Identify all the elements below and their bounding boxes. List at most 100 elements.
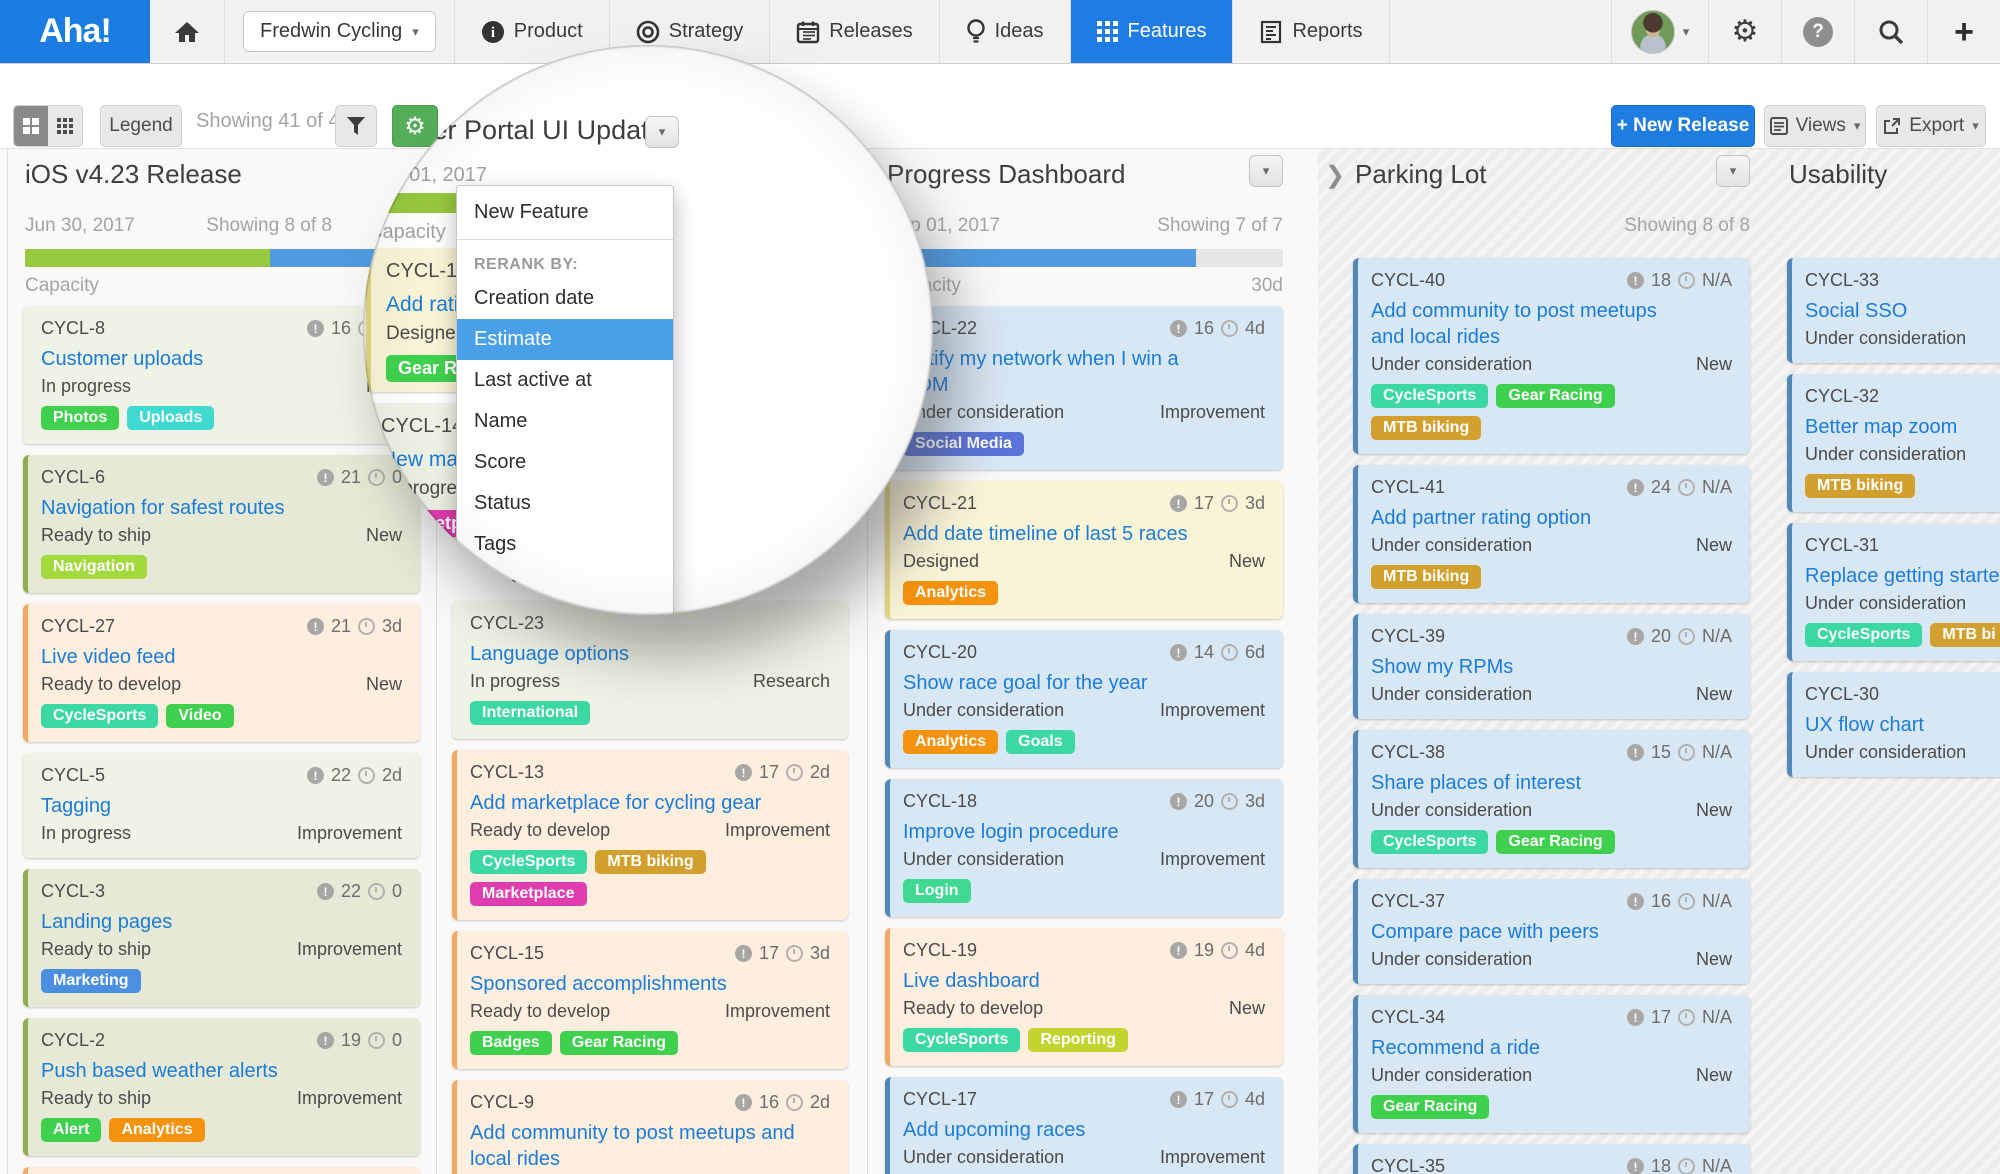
tag[interactable]: MTB biking bbox=[1371, 416, 1482, 440]
tag[interactable]: CycleSports bbox=[903, 1028, 1021, 1052]
menu-item-tags[interactable]: Tags bbox=[474, 533, 517, 555]
column-menu-button[interactable]: ▾ bbox=[1716, 155, 1750, 187]
tag[interactable]: CycleSports bbox=[470, 850, 588, 874]
feature-card[interactable]: CYCL-3 ! 22 0 Landing pages Ready to ship I… bbox=[23, 869, 420, 1007]
collapse-chevron-icon[interactable]: ❯ bbox=[1325, 162, 1346, 189]
card-title-link[interactable]: Landing pages bbox=[41, 911, 173, 933]
card-title-link[interactable]: Add community to post meetups and local … bbox=[1371, 300, 1657, 348]
tag[interactable]: CycleSports bbox=[41, 704, 159, 728]
feature-card[interactable]: CYCL-35 !18N/A Support local bike shops … bbox=[1353, 1144, 1750, 1174]
feature-card[interactable]: CYCL-18 ! 20 3d Improve login procedure Un… bbox=[885, 779, 1283, 917]
card-title-link[interactable]: Improve login procedure bbox=[903, 821, 1119, 843]
tag[interactable]: Social Media bbox=[903, 432, 1024, 456]
export-button[interactable]: Export ▾ bbox=[1876, 105, 1986, 147]
card-title-link[interactable]: Customer uploads bbox=[41, 348, 204, 370]
filter-button[interactable] bbox=[335, 105, 377, 147]
tag[interactable]: Gear Racing bbox=[1496, 384, 1615, 408]
tag[interactable]: Badges bbox=[470, 1031, 552, 1055]
feature-card[interactable]: CYCL-17 ! 17 4d Add upcoming races Under c… bbox=[885, 1077, 1283, 1174]
tag[interactable]: Goals bbox=[1006, 730, 1075, 754]
tag[interactable]: Login bbox=[903, 879, 971, 903]
menu-item-creation-date[interactable]: Creation date bbox=[474, 287, 595, 309]
card-title-link[interactable]: Show my RPMs bbox=[1371, 656, 1514, 678]
tag[interactable]: Analytics bbox=[903, 730, 999, 754]
card-title-link[interactable]: Add marketplace for cycling gear bbox=[470, 792, 762, 814]
tag[interactable]: MTB biking bbox=[1805, 474, 1916, 498]
feature-card[interactable]: CYCL-30 UX flow chart Under consideratio… bbox=[1787, 672, 2000, 777]
board-settings-button[interactable]: ⚙ bbox=[392, 105, 438, 147]
card-title-link[interactable]: Add upcoming races bbox=[903, 1119, 1086, 1141]
card-title-link[interactable]: Add partner rating option bbox=[1371, 507, 1592, 529]
tag[interactable]: Video bbox=[166, 704, 234, 728]
tag[interactable]: Gear Racing bbox=[559, 1031, 679, 1055]
compact-view-button[interactable] bbox=[48, 106, 82, 146]
tag[interactable]: MTB biking bbox=[595, 850, 706, 874]
search-button[interactable] bbox=[1854, 0, 1927, 63]
card-title-link[interactable]: Add date timeline of last 5 races bbox=[903, 523, 1188, 545]
menu-item-status[interactable]: Status bbox=[474, 492, 531, 514]
nav-item-reports[interactable]: Reports bbox=[1233, 0, 1390, 63]
card-title-link[interactable]: Social SSO bbox=[1805, 300, 1908, 322]
views-button[interactable]: Views ▾ bbox=[1764, 105, 1866, 147]
tag[interactable]: Analytics bbox=[903, 581, 999, 605]
tag[interactable]: MTB bi bbox=[1930, 623, 2000, 647]
nav-item-strategy[interactable]: Strategy bbox=[610, 0, 771, 63]
card-title-link[interactable]: Notify my network when I win a KOM bbox=[903, 348, 1179, 396]
tag[interactable]: Uploads bbox=[127, 406, 215, 430]
card-title-link[interactable]: Tagging bbox=[41, 795, 112, 817]
menu-item-type[interactable]: Type bbox=[474, 574, 518, 596]
menu-item-estimate[interactable]: Estimate bbox=[457, 319, 673, 360]
feature-card[interactable]: CYCL-32 Better map zoom Under considerat… bbox=[1787, 374, 2000, 512]
card-title-link[interactable]: Live video feed bbox=[41, 646, 176, 668]
card-title-link[interactable]: Push based weather alerts bbox=[41, 1060, 278, 1082]
feature-card[interactable]: CYCL-23 Language options In progress Rese… bbox=[452, 601, 848, 739]
card-title-link[interactable]: Better map zoom bbox=[1805, 416, 1958, 438]
settings-button[interactable]: ⚙ bbox=[1708, 0, 1781, 63]
nav-item-product[interactable]: i Product bbox=[455, 0, 610, 63]
tag[interactable]: CycleSports bbox=[1371, 830, 1489, 854]
new-release-button[interactable]: + New Release bbox=[1611, 105, 1755, 147]
tag[interactable]: CycleSports bbox=[1371, 384, 1489, 408]
column-menu-button[interactable]: ▾ bbox=[1249, 155, 1283, 187]
menu-item-score[interactable]: Score bbox=[474, 451, 527, 473]
card-title-link[interactable]: UX flow chart bbox=[1805, 714, 1924, 736]
tag[interactable]: Navigation bbox=[41, 555, 147, 579]
legend-button[interactable]: Legend bbox=[100, 105, 182, 147]
card-title-link[interactable]: Live dashboard bbox=[903, 970, 1040, 992]
card-title-link[interactable]: Navigation for safest routes bbox=[41, 497, 285, 519]
card-title-link[interactable]: Compare pace with peers bbox=[1371, 921, 1599, 943]
feature-card[interactable]: CYCL-37 ! 16 N/A Compare pace with peers U… bbox=[1353, 879, 1750, 984]
menu-item-last-active-at[interactable]: Last active at bbox=[474, 369, 592, 391]
card-title-link[interactable]: Language options bbox=[470, 643, 630, 665]
feature-card[interactable]: CYCL-34 ! 17 N/A Recommend a ride Under co… bbox=[1353, 995, 1750, 1133]
feature-card[interactable]: CYCL-2 ! 19 0 Push based weather alerts Re… bbox=[23, 1018, 420, 1156]
tag[interactable]: Reporting bbox=[1028, 1028, 1128, 1052]
nav-item-ideas[interactable]: Ideas bbox=[940, 0, 1071, 63]
card-title-link[interactable]: Add community to post meetups and local … bbox=[470, 1122, 795, 1170]
feature-card[interactable]: CYCL-19 ! 19 4d Live dashboard Ready to de… bbox=[885, 928, 1283, 1066]
cards-view-button[interactable] bbox=[14, 106, 48, 146]
feature-card[interactable]: CYCL-21 ! 17 3d Add date timeline of last … bbox=[885, 481, 1283, 619]
tag[interactable]: Alert bbox=[41, 1118, 102, 1142]
feature-card[interactable]: CYCL-20 ! 14 6d Show race goal for the yea… bbox=[885, 630, 1283, 768]
menu-item-new-feature[interactable]: New Feature bbox=[474, 201, 589, 223]
card-title-link[interactable]: Show race goal for the year bbox=[903, 672, 1148, 694]
feature-card[interactable]: CYCL-15 ! 17 3d Sponsored accomplishments … bbox=[452, 931, 848, 1069]
tag[interactable]: Marketing bbox=[41, 969, 141, 993]
tag[interactable]: Gear Racing bbox=[1496, 830, 1615, 854]
nav-item-features[interactable]: Features bbox=[1070, 0, 1234, 63]
feature-card[interactable]: CYCL-27 ! 21 3d Live video feed Ready to d… bbox=[23, 604, 420, 742]
tag[interactable]: Analytics bbox=[109, 1118, 205, 1142]
feature-card[interactable]: CYCL-38 ! 15 N/A Share places of interest … bbox=[1353, 730, 1750, 868]
card-title-link[interactable]: Share places of interest bbox=[1371, 772, 1582, 794]
feature-card[interactable]: CYCL-40 ! 18 N/A Add community to post mee… bbox=[1353, 258, 1750, 454]
nav-item-releases[interactable]: Releases bbox=[770, 0, 940, 63]
feature-card[interactable]: CYCL-5 ! 22 2d Tagging In progress Improvem… bbox=[23, 753, 420, 858]
column-menu-button[interactable]: ▾ bbox=[645, 116, 679, 148]
tag[interactable]: International bbox=[470, 701, 591, 725]
feature-card[interactable]: CYCL-9 ! 16 2d Add community to post meetu… bbox=[452, 1080, 848, 1174]
tag[interactable]: Photos bbox=[41, 406, 120, 430]
